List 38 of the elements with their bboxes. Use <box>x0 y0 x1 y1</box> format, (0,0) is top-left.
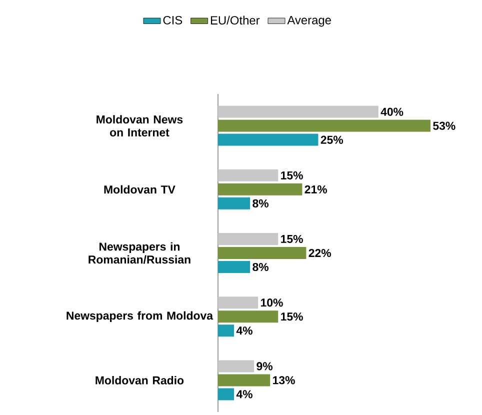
bar <box>218 324 234 337</box>
y-tick-label: Newspapers in Romanian/Russian <box>88 242 190 264</box>
y-tick-label: Moldovan Radio <box>96 376 184 384</box>
y-tick-label: Moldovan News on Internet <box>96 115 183 136</box>
bar <box>218 197 250 210</box>
data-label: 40% <box>380 108 404 116</box>
legend-label: EU/Other <box>210 16 260 25</box>
bar <box>218 261 250 274</box>
data-label: 15% <box>281 234 303 244</box>
data-label: 10% <box>261 298 283 307</box>
bar <box>218 106 378 118</box>
bar <box>218 310 278 323</box>
bar <box>218 388 234 400</box>
bar <box>218 233 278 246</box>
data-label: 22% <box>308 248 332 258</box>
legend-label: CIS <box>163 16 182 24</box>
data-label: 8% <box>252 199 269 208</box>
data-label: 15% <box>281 171 303 180</box>
bar <box>218 183 302 196</box>
legend-label: Average <box>287 16 331 27</box>
bar <box>218 120 431 132</box>
bar <box>218 169 278 182</box>
bar <box>218 374 270 386</box>
data-label: 21% <box>304 185 328 194</box>
bar <box>218 296 258 309</box>
data-label: 4% <box>236 326 252 335</box>
data-label: 15% <box>281 312 303 321</box>
bar <box>218 360 254 372</box>
data-label: 53% <box>433 122 456 130</box>
data-label: 8% <box>252 262 269 272</box>
data-label: 25% <box>320 136 344 144</box>
data-label: 13% <box>273 376 295 384</box>
bar <box>218 134 318 146</box>
data-label: 9% <box>256 362 273 370</box>
bar <box>218 247 306 260</box>
data-label: 4% <box>236 390 252 398</box>
y-tick-label: Newspapers from Moldova <box>66 311 214 322</box>
y-tick-label: Moldovan TV <box>104 185 176 194</box>
